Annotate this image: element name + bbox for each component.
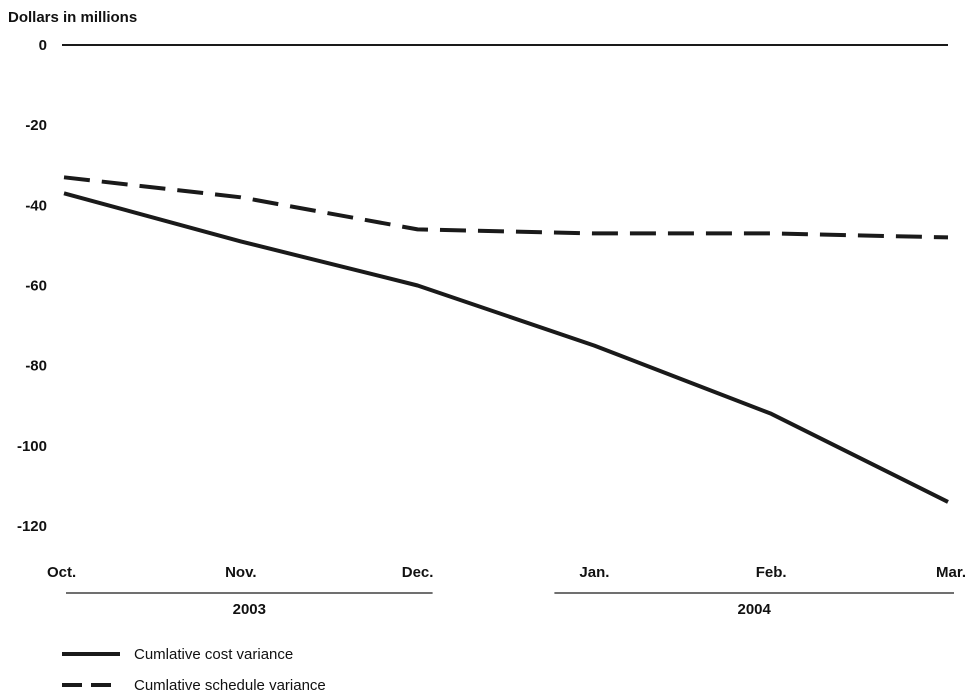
y-tick-label: -100 <box>17 438 47 455</box>
legend: Cumlative cost variance Cumlative schedul… <box>62 646 326 694</box>
year-groups: 2003 2004 <box>66 592 954 618</box>
x-axis-ticks: Oct. Nov. Dec. Jan. Feb. Mar. <box>47 564 966 581</box>
series-group <box>63 175 949 504</box>
y-axis-label: Dollars in millions <box>8 9 137 26</box>
legend-label: Cumlative schedule variance <box>134 677 326 694</box>
y-tick-label: -120 <box>17 518 47 535</box>
y-axis-ticks: 0 -20 -40 -60 -80 -100 -120 <box>17 37 47 535</box>
y-tick-label: -80 <box>25 358 47 375</box>
legend-label: Cumlative cost variance <box>134 646 293 663</box>
x-tick-label: Oct. <box>47 564 76 581</box>
x-tick-label: Feb. <box>756 564 787 581</box>
cost-variance-line <box>63 191 949 504</box>
year-group-label: 2003 <box>233 601 266 618</box>
y-tick-label: -40 <box>25 197 47 214</box>
year-group-label: 2004 <box>738 601 772 618</box>
y-tick-label: -20 <box>25 117 47 134</box>
x-tick-label: Jan. <box>579 564 609 581</box>
schedule-variance-line <box>63 175 949 240</box>
x-tick-label: Mar. <box>936 564 966 581</box>
y-tick-label: -60 <box>25 278 47 295</box>
x-tick-label: Nov. <box>225 564 256 581</box>
x-tick-label: Dec. <box>402 564 434 581</box>
y-tick-label: 0 <box>39 37 47 54</box>
